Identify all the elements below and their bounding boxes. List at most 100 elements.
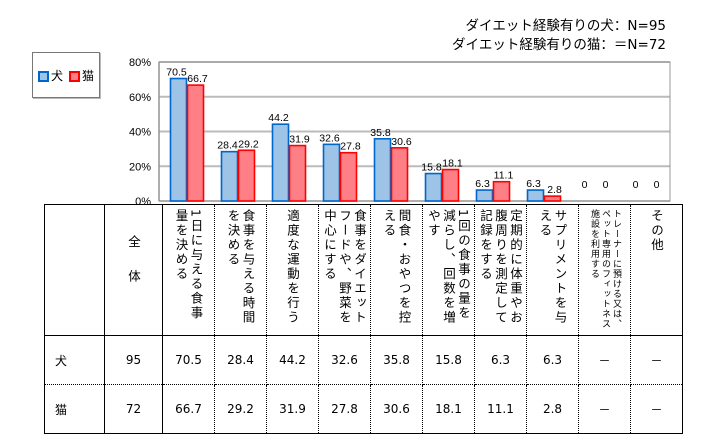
category-label: 1回の食事の量を減らし、回数を増やす [426,209,471,325]
data-label-cat: 29.2 [238,138,259,150]
category-label: 間食・おやつを控える [381,209,412,325]
table-cell: － [630,335,683,385]
table-cell: 70.5 [162,335,215,385]
table-cell: 18.1 [422,384,475,434]
table-cell: － [578,335,631,385]
table-cell: 6.3 [474,335,527,385]
bar-dog [475,189,494,202]
category-label: 定期的に体重やお腹周りを測定して記録をする [478,209,523,325]
data-label-dog: 0 [582,179,588,191]
bar-dog [271,123,290,202]
data-label-cat: 31.9 [289,134,310,146]
y-tick-label: 20% [129,161,151,173]
category-header: トレーナーに預ける又は、ペット専用のフィットネス施設を利用する [578,204,631,336]
data-label-cat: 11.1 [494,170,514,182]
category-header: その他 [630,204,683,336]
bar-dog [373,137,392,202]
y-tick-label: 40% [129,127,151,139]
category-label: その他 [649,209,664,253]
category-header: 食事を与える時間を決める [214,204,267,336]
table-cell: 6.3 [526,335,579,385]
category-header: 1回の食事の量を減らし、回数を増やす [422,204,475,336]
category-label: 食事をダイエットフードや、野菜を中心にする [322,209,367,325]
n-dog-label: ダイエット経験有りの犬：N=95 [465,18,666,34]
plot-border [158,61,671,202]
data-label-cat: 66.7 [187,73,208,85]
data-label-dog: 44.2 [268,112,289,124]
category-header: 間食・おやつを控える [370,204,423,336]
data-label-cat: 2.8 [547,184,562,196]
legend: 犬 猫 [32,52,100,98]
legend-cat: 猫 [69,67,94,84]
header-total: 全体 [104,204,163,336]
table-cell: 35.8 [370,335,423,385]
category-label: 食事を与える時間を決める [225,209,256,325]
table-row: 猫 72 66.7 29.2 31.9 27.8 30.6 18.1 11.1 2.8 －－ [44,384,683,434]
bar-cat [492,180,511,202]
data-label-dog: 0 [633,179,639,191]
data-label-dog: 6.3 [526,178,541,190]
category-label: 1日に与える食事量を決める [173,209,204,321]
total-header-label: 全体 [126,235,141,304]
table-cell: 66.7 [162,384,215,434]
table-cell: 2.8 [526,384,579,434]
bar-cat [390,147,409,202]
bar-cat [543,195,562,202]
bar-chart: 0%20%40%60%80%70.566.728.4 29.244.231.9 32… [129,57,671,208]
row-label: 猫 [44,384,105,434]
category-header: 定期的に体重やお腹周りを測定して記録をする [474,204,527,336]
category-header: 食事をダイエットフードや、野菜を中心にする [318,204,371,336]
data-label-cat: 0 [603,179,609,191]
category-label: サプリメントを与える [537,209,568,325]
table-header-row: 全体 1日に与える食事量を決める 食事を与える時間を決める 適度な運動を行う 食事をダ… [44,204,683,336]
table-cell: 30.6 [370,384,423,434]
data-label-cat: 27.8 [340,141,361,153]
y-tick-label: 60% [129,92,151,104]
bar-cat [288,144,307,202]
row-total: 72 [104,384,163,434]
bar-dog [424,172,443,202]
category-header: 適度な運動を行う [266,204,319,336]
table-row: 犬 95 70.5 28.4 44.2 32.6 35.8 15.8 6.3 6.3 －－ [44,335,683,385]
table-cell: 28.4 [214,335,267,385]
bar-cat [339,151,358,202]
table-cell: － [630,384,683,434]
bar-dog [169,77,188,202]
table-cell: 31.9 [266,384,319,434]
bar-dog [220,150,239,202]
legend-dog-swatch [37,70,49,82]
table-cell: 29.2 [214,384,267,434]
bar-cat [186,84,205,202]
y-tick-label: 80% [129,57,151,69]
n-cat-label: ダイエット経験有りの猫：＝N=72 [452,37,666,53]
table-cell: 11.1 [474,384,527,434]
legend-cat-label: 猫 [82,68,95,83]
category-label: トレーナーに預ける又は、ペット専用のフィットネス施設を利用する [589,209,621,329]
legend-cat-swatch [69,70,80,82]
row-label: 犬 [44,335,105,385]
data-label-cat: 30.6 [391,136,412,148]
data-label-dog: 35.8 [370,127,391,139]
table-cell: 32.6 [318,335,371,385]
legend-dog-label: 犬 [50,68,63,83]
row-total: 95 [104,335,163,385]
table-cell: － [578,384,631,434]
data-label-dog: 28.4 [217,140,238,152]
bar-dog [526,189,545,202]
header-blank [44,204,105,336]
data-label-dog: 6.3 [475,178,490,190]
bar-dog [322,143,341,202]
data-label-cat: 0 [654,179,660,191]
data-label-cat: 18.1 [442,158,463,170]
category-header: 1日に与える食事量を決める [162,204,215,336]
legend-dog: 犬 [37,67,63,84]
bar-cat [237,149,256,202]
data-label-dog: 70.5 [166,67,187,79]
table-cell: 27.8 [318,384,371,434]
data-label-dog: 32.6 [319,132,340,144]
category-header: サプリメントを与える [526,204,579,336]
table-cell: 44.2 [266,335,319,385]
bar-cat [441,168,460,202]
category-label: 適度な運動を行う [285,209,300,325]
